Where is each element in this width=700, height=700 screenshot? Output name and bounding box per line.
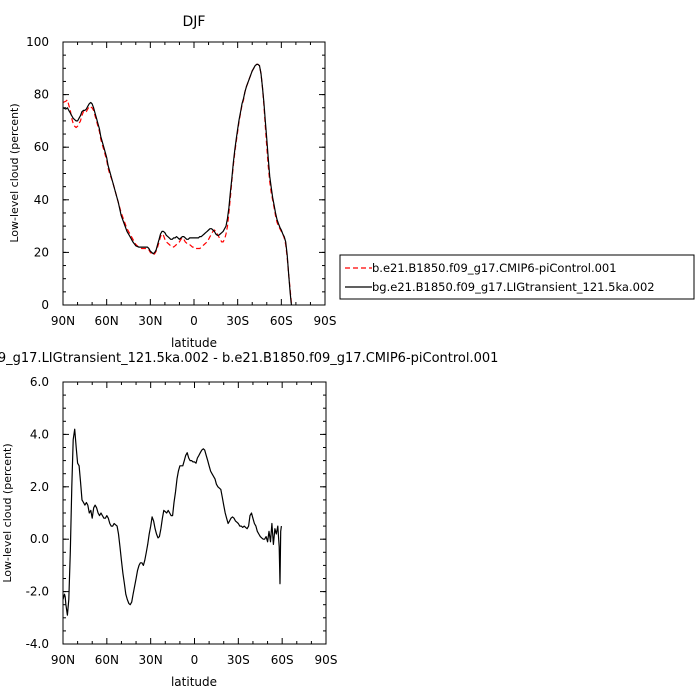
y-tick-label: 80: [34, 88, 49, 102]
x-tick-label: 0: [190, 314, 198, 328]
ticks-top: 90N 60N 30N 0 30S 60S 90S 0 20 40 60 80 100: [26, 35, 336, 328]
x-tick-label: 60N: [95, 314, 119, 328]
x-tick-label: 90S: [314, 314, 337, 328]
chart-title-top: DJF: [183, 14, 206, 30]
panel-top: DJF Low-level cloud (percent) latitude 9…: [8, 14, 336, 350]
x-tick-label: 30N: [139, 653, 163, 667]
legend-label-series-1: b.e21.B1850.f09_g17.CMIP6-piControl.001: [372, 261, 617, 275]
x-tick-label: 30S: [226, 314, 249, 328]
x-tick-label: 0: [191, 653, 199, 667]
y-tick-label: 20: [34, 245, 49, 259]
lines-top: [62, 63, 293, 306]
y-tick-label: 0: [41, 298, 49, 312]
x-tick-label: 30S: [227, 653, 250, 667]
x-axis-label-top: latitude: [171, 336, 217, 350]
legend-label-series-2: bg.e21.B1850.f09_g17.LIGtransient_121.5k…: [372, 280, 655, 294]
y-tick-label: 6.0: [30, 375, 49, 389]
y-tick-label: 60: [34, 140, 49, 154]
x-tick-label: 60N: [95, 653, 119, 667]
x-tick-label: 30N: [138, 314, 162, 328]
y-tick-label: 0.0: [30, 532, 49, 546]
legend: b.e21.B1850.f09_g17.CMIP6-piControl.001 …: [339, 254, 695, 300]
chart-title-bottom: bg.e21.B1850.f09_g17.LIGtransient_121.5k…: [0, 351, 498, 366]
series-line-top-2: [62, 63, 293, 306]
y-tick-label: -4.0: [26, 637, 49, 651]
x-tick-label: 60S: [270, 314, 293, 328]
y-tick-label: 2.0: [30, 480, 49, 494]
y-tick-label: 4.0: [30, 427, 49, 441]
series-line-bottom-1: [62, 428, 282, 616]
x-tick-label: 60S: [271, 653, 294, 667]
panel-bottom: bg.e21.B1850.f09_g17.LIGtransient_121.5k…: [0, 351, 498, 689]
y-tick-label: 100: [26, 35, 49, 49]
ticks-bottom: 90N 60N 30N 0 30S 60S 90S -4.0 -2.0 0.0 2.0 4.0 6.0: [26, 375, 338, 667]
x-tick-label: 90N: [51, 653, 75, 667]
plot-frame-bottom: [62, 381, 327, 645]
x-axis-label-bottom: latitude: [171, 675, 217, 689]
y-tick-label: 40: [34, 193, 49, 207]
legend-box: [339, 254, 695, 300]
x-tick-label: 90N: [51, 314, 75, 328]
x-tick-label: 90S: [315, 653, 338, 667]
y-axis-label-top: Low-level cloud (percent): [8, 103, 21, 242]
plot-frame-top: [62, 41, 326, 306]
y-axis-label-bottom: Low-level cloud (percent): [1, 443, 14, 582]
y-tick-label: -2.0: [26, 585, 49, 599]
lines-bottom: [62, 428, 282, 616]
series-line-top-1: [62, 63, 293, 306]
